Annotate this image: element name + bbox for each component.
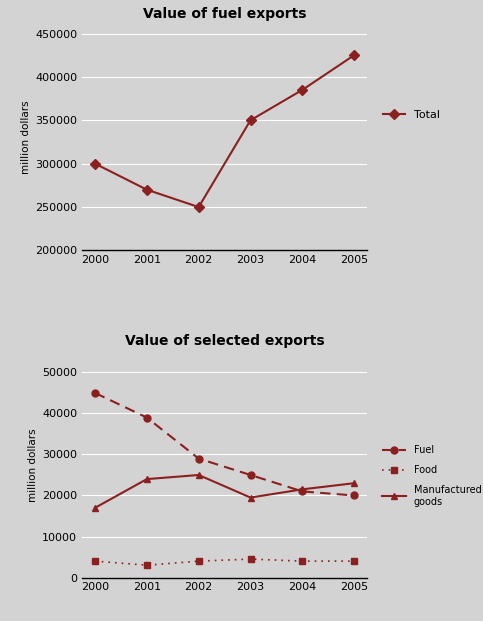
Title: Value of selected exports: Value of selected exports: [125, 334, 325, 348]
Y-axis label: million dollars: million dollars: [21, 101, 31, 175]
Legend: Total: Total: [378, 105, 444, 125]
Legend: Fuel, Food, Manufactured
goods: Fuel, Food, Manufactured goods: [378, 442, 483, 510]
Title: Value of fuel exports: Value of fuel exports: [143, 7, 306, 21]
Y-axis label: million dollars: million dollars: [28, 428, 38, 502]
